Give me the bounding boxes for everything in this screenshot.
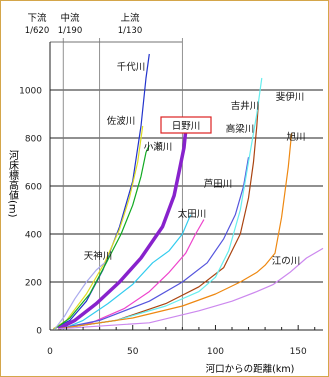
y-tick-label: 0 [36,327,42,337]
x-tick-label: 150 [290,347,307,357]
series-line [54,262,105,330]
series-label: 吉井川 [231,100,260,112]
x-tick-label: 50 [127,347,139,357]
x-axis-label: 河口からの距離(km) [206,363,295,375]
segment-gradient: 1/190 [58,26,83,36]
series-label: 太田川 [178,208,207,220]
series-label: 芦田川 [204,179,233,190]
series-line [58,133,293,330]
highlight-box [160,116,212,134]
y-tick-label: 1000 [19,87,42,97]
series-lines [52,53,324,331]
series-label: 小瀬川 [144,141,173,153]
y-tick-label: 800 [25,135,42,145]
series-label: 佐波川 [107,115,136,127]
axes: 0 200 400 600 800 1000 0 50 100 150 [19,42,323,357]
series-label: 日野川 [172,121,201,132]
series-label: 斐伊川 [276,91,305,103]
series-line [62,214,192,330]
y-axis-label: 河床標高値(m) [7,150,19,218]
segment-gradient: 1/130 [118,26,143,36]
series-label: 千代川 [117,62,146,73]
segment-label: 上流 [120,12,140,24]
segment-gradient: 1/620 [25,26,50,36]
series-line [53,53,150,330]
y-tick-label: 400 [25,231,42,241]
series-line [58,77,263,330]
segment-label: 中流 [60,12,80,24]
segment-label: 下流 [27,12,47,24]
y-tick-label: 600 [25,183,42,193]
series-label: 旭川 [286,131,305,143]
series-line [58,101,260,330]
x-tick-label: 100 [207,347,224,357]
series-label: 江の川 [272,256,301,267]
series-label: 天神川 [84,250,113,262]
x-tick-label: 0 [47,347,53,357]
series-line [57,130,188,331]
series-line [54,144,150,330]
series-line [58,247,324,330]
y-tick-label: 200 [25,279,42,289]
series-label: 高梁川 [226,123,255,135]
series-line [58,157,250,330]
segment-dividers: 下流 1/620 中流 1/190 上流 1/130 [25,12,183,330]
series-line [52,125,144,330]
